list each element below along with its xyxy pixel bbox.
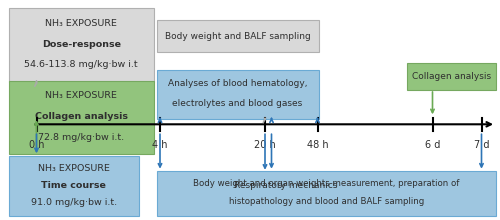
Text: Respiratory mechanics: Respiratory mechanics: [234, 181, 338, 190]
FancyBboxPatch shape: [156, 70, 318, 119]
Text: NH₃ EXPOSURE: NH₃ EXPOSURE: [38, 164, 110, 172]
Text: Collagen analysis: Collagen analysis: [412, 72, 491, 81]
FancyBboxPatch shape: [406, 63, 496, 90]
Text: 48 h: 48 h: [306, 140, 328, 150]
Text: 6 d: 6 d: [425, 140, 440, 150]
FancyBboxPatch shape: [9, 8, 154, 82]
Text: NH₃ EXPOSURE: NH₃ EXPOSURE: [46, 19, 117, 28]
Text: 54.6-113.8 mg/kg·bw i.t: 54.6-113.8 mg/kg·bw i.t: [24, 60, 138, 69]
Text: Dose-response: Dose-response: [42, 40, 120, 49]
Text: 7 d: 7 d: [474, 140, 489, 150]
Text: 20 h: 20 h: [254, 140, 276, 150]
Text: Analyses of blood hematology,: Analyses of blood hematology,: [168, 79, 307, 88]
Text: electrolytes and blood gases: electrolytes and blood gases: [172, 99, 302, 108]
Text: 72.8 mg/kg·bw i.t.: 72.8 mg/kg·bw i.t.: [38, 133, 124, 142]
FancyBboxPatch shape: [156, 20, 318, 52]
FancyBboxPatch shape: [232, 172, 341, 198]
FancyBboxPatch shape: [156, 171, 496, 216]
Text: 91.0 mg/kg·bw i.t.: 91.0 mg/kg·bw i.t.: [30, 198, 117, 207]
Text: Body weight and organ weights measurement, preparation of: Body weight and organ weights measuremen…: [193, 180, 460, 188]
Text: Body weight and BALF sampling: Body weight and BALF sampling: [164, 32, 310, 41]
Text: Collagen analysis: Collagen analysis: [34, 112, 128, 121]
Text: 0 h: 0 h: [29, 140, 44, 150]
Text: histopathology and blood and BALF sampling: histopathology and blood and BALF sampli…: [228, 197, 424, 206]
FancyBboxPatch shape: [9, 156, 138, 216]
Text: 4 h: 4 h: [152, 140, 168, 150]
FancyBboxPatch shape: [9, 81, 154, 154]
Text: NH₃ EXPOSURE: NH₃ EXPOSURE: [46, 92, 117, 100]
Text: Time course: Time course: [42, 181, 106, 190]
